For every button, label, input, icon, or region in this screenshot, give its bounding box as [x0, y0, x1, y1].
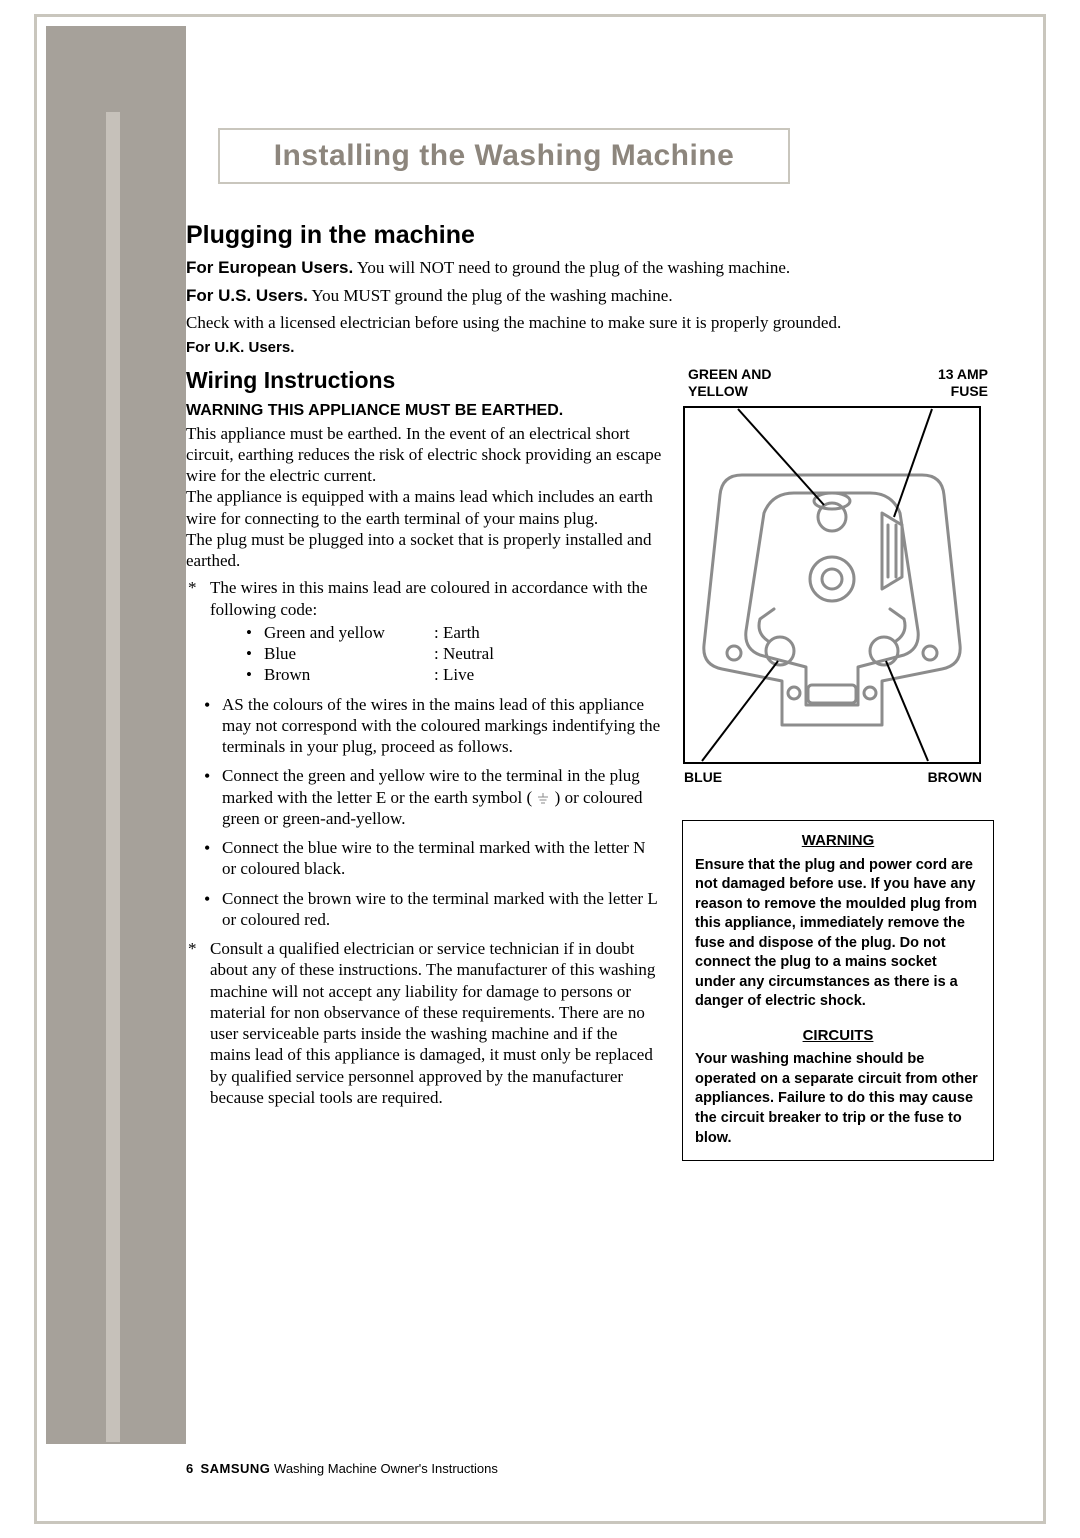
earth-symbol-icon — [536, 792, 550, 806]
diagram-top-labels: GREEN AND YELLOW 13 AMP FUSE — [682, 366, 994, 405]
wire-row-live: • Brown : Live — [246, 664, 662, 685]
colour-code-text: The wires in this mains lead are coloure… — [210, 578, 648, 618]
wire-role: : Live — [434, 664, 474, 685]
circuits-text: Your washing machine should be operated … — [695, 1050, 981, 1148]
wiring-step-live: Connect the brown wire to the terminal m… — [222, 888, 662, 931]
label-green-yellow: GREEN AND YELLOW — [688, 366, 798, 401]
check-electrician-line: Check with a licensed electrician before… — [186, 312, 994, 333]
circuits-heading: CIRCUITS — [695, 1026, 981, 1046]
footer-rest: Washing Machine Owner's Instructions — [270, 1461, 497, 1476]
page-title: Installing the Washing Machine — [274, 139, 735, 173]
wire-name: Blue — [264, 643, 434, 664]
wiring-p2: The appliance is equipped with a mains l… — [186, 486, 662, 529]
wiring-p1: This appliance must be earthed. In the e… — [186, 423, 662, 487]
section-plugging-title: Plugging in the machine — [186, 220, 994, 251]
label-fuse: 13 AMP FUSE — [918, 366, 988, 401]
page-title-box: Installing the Washing Machine — [218, 128, 790, 184]
label-blue: BLUE — [684, 769, 722, 787]
wire-name: Brown — [264, 664, 434, 685]
sidebar-highlight — [106, 112, 120, 1442]
brand-name: SAMSUNG — [200, 1461, 270, 1476]
wire-row-neutral: • Blue : Neutral — [246, 643, 662, 664]
content-area: Plugging in the machine For European Use… — [186, 220, 994, 1161]
us-users-line: For U.S. Users. You MUST ground the plug… — [186, 285, 994, 306]
wiring-consult-list: Consult a qualified electrician or servi… — [186, 938, 662, 1108]
two-column-layout: Wiring Instructions WARNING THIS APPLIAN… — [186, 366, 994, 1161]
sidebar-column — [46, 26, 186, 1444]
wiring-step-as-colours: AS the colours of the wires in the mains… — [222, 694, 662, 758]
warning-text: Ensure that the plug and power cord are … — [695, 856, 981, 1013]
diagram-bottom-labels: BLUE BROWN — [682, 765, 994, 787]
wiring-step-neutral: Connect the blue wire to the terminal ma… — [222, 837, 662, 880]
wire-row-earth: • Green and yellow : Earth — [246, 622, 662, 643]
wiring-consult-note: Consult a qualified electrician or servi… — [210, 938, 662, 1108]
us-users-text: You MUST ground the plug of the washing … — [308, 286, 673, 305]
warning-box: WARNING Ensure that the plug and power c… — [682, 820, 994, 1161]
wiring-steps-list: AS the colours of the wires in the mains… — [186, 694, 662, 931]
label-brown: BROWN — [928, 769, 982, 787]
wiring-notes-list: The wires in this mains lead are coloure… — [186, 577, 662, 685]
diagram-column: GREEN AND YELLOW 13 AMP FUSE — [682, 366, 994, 1161]
page-number: 6 — [186, 1461, 193, 1476]
european-users-line: For European Users. You will NOT need to… — [186, 257, 994, 278]
page-footer: 6 SAMSUNG Washing Machine Owner's Instru… — [186, 1461, 498, 1476]
uk-users-label: For U.K. Users. — [186, 339, 994, 358]
wiring-p3: The plug must be plugged into a socket t… — [186, 529, 662, 572]
wiring-instructions-column: Wiring Instructions WARNING THIS APPLIAN… — [186, 366, 662, 1161]
wire-name: Green and yellow — [264, 622, 434, 643]
wire-colour-table: • Green and yellow : Earth • Blue : Neut… — [246, 622, 662, 686]
wiring-earthed-warning: WARNING THIS APPLIANCE MUST BE EARTHED. — [186, 401, 662, 421]
wire-role: : Neutral — [434, 643, 494, 664]
european-users-text: You will NOT need to ground the plug of … — [353, 258, 790, 277]
us-users-label: For U.S. Users. — [186, 286, 308, 305]
colour-code-note: The wires in this mains lead are coloure… — [210, 577, 662, 685]
warning-heading: WARNING — [695, 831, 981, 851]
plug-diagram-icon — [682, 405, 982, 765]
wire-role: : Earth — [434, 622, 480, 643]
wiring-step-earth: Connect the green and yellow wire to the… — [222, 765, 662, 829]
european-users-label: For European Users. — [186, 258, 353, 277]
section-wiring-title: Wiring Instructions — [186, 366, 662, 395]
